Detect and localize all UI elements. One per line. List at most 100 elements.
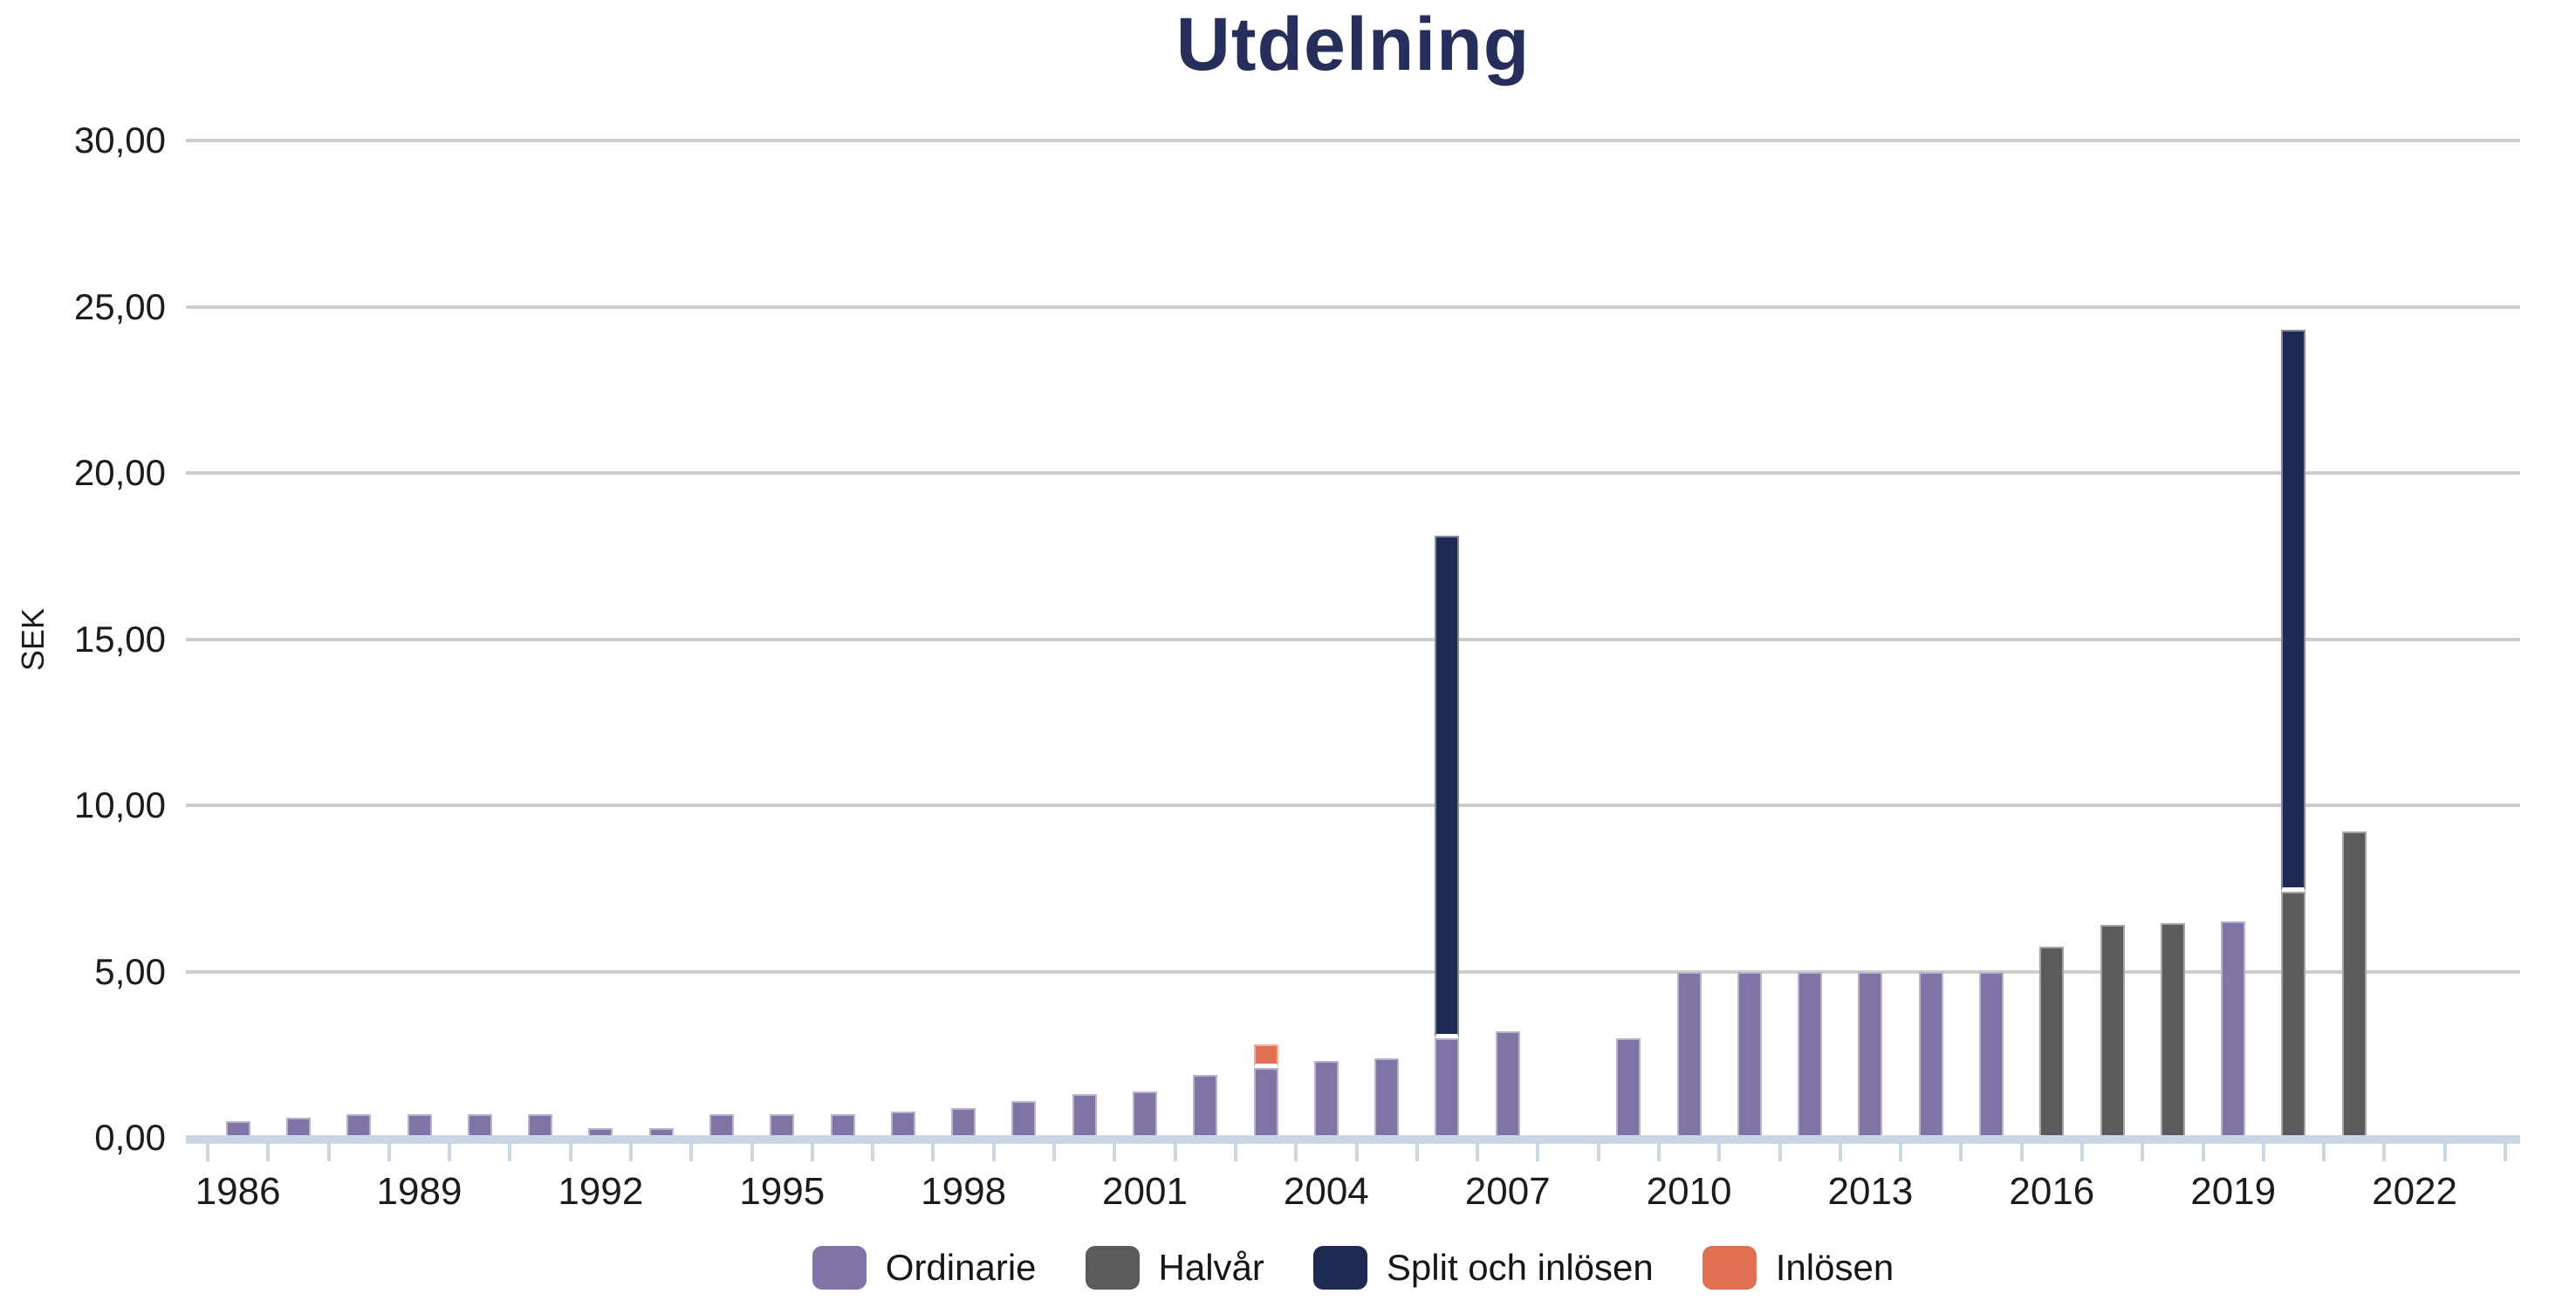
x-axis-tick xyxy=(1294,1144,1298,1161)
gridline-20 xyxy=(186,471,2520,475)
x-axis-tick xyxy=(206,1144,209,1161)
x-axis-tick xyxy=(508,1144,512,1161)
x-axis-tick-label: 1995 xyxy=(739,1170,826,1213)
legend-swatch-halv-r xyxy=(1085,1246,1140,1290)
x-axis-tick-label: 2004 xyxy=(1283,1170,1369,1213)
legend-item-inl-sen: Inlösen xyxy=(1702,1246,1894,1290)
bar-1999-ordinarie xyxy=(1011,1101,1037,1138)
legend-swatch-split-och-inl-sen xyxy=(1312,1246,1367,1290)
x-axis-tick xyxy=(991,1144,996,1161)
y-axis-tick-label: 30,00 xyxy=(73,120,166,161)
bar-1988-ordinarie xyxy=(346,1114,372,1138)
x-axis-tick xyxy=(2201,1144,2205,1161)
x-axis-tick xyxy=(1596,1144,1600,1161)
legend: Ordinarie Halvår Split och inlösen Inlösen xyxy=(186,1246,2520,1290)
bar-2004-ordinarie xyxy=(1313,1061,1339,1138)
bar-2003-inl-sen xyxy=(1253,1044,1278,1068)
x-axis-tick xyxy=(326,1144,331,1161)
bar-1998-ordinarie xyxy=(951,1107,976,1138)
bar-2011-ordinarie xyxy=(1737,971,1762,1138)
bar-2013-ordinarie xyxy=(1858,971,1883,1138)
bar-2002-ordinarie xyxy=(1193,1074,1218,1138)
x-axis-tick xyxy=(266,1144,271,1161)
x-axis-tick xyxy=(448,1144,452,1161)
x-axis-tick xyxy=(1899,1144,1903,1161)
bar-2006-split-och-inl-sen xyxy=(1435,536,1460,1038)
x-axis-tick-label: 2019 xyxy=(2190,1170,2277,1213)
x-axis-tick xyxy=(931,1144,935,1161)
x-axis-tick xyxy=(2261,1144,2265,1161)
bar-2001-ordinarie xyxy=(1132,1091,1157,1138)
x-axis-tick xyxy=(2504,1144,2507,1161)
x-axis-tick xyxy=(1959,1144,1963,1161)
gridline-25 xyxy=(186,305,2520,309)
bar-2015-ordinarie xyxy=(1979,971,2004,1138)
x-axis-tick xyxy=(629,1144,634,1161)
bar-2018-halv-r xyxy=(2160,923,2185,1138)
x-axis-tick xyxy=(1415,1144,1419,1161)
x-axis-tick-label: 2022 xyxy=(2372,1170,2457,1213)
x-axis-tick xyxy=(2442,1144,2447,1161)
x-axis-tick xyxy=(1354,1144,1359,1161)
x-axis-tick xyxy=(1233,1144,1237,1161)
x-axis-tick xyxy=(1717,1144,1722,1161)
legend-swatch-ordinarie xyxy=(812,1246,867,1290)
bar-2000-ordinarie xyxy=(1072,1094,1097,1138)
x-axis-tick xyxy=(1838,1144,1842,1161)
x-axis-tick xyxy=(1113,1144,1117,1161)
bar-1991-ordinarie xyxy=(528,1114,553,1138)
bar-2019-ordinarie xyxy=(2221,921,2246,1138)
x-axis-tick xyxy=(689,1144,694,1161)
x-axis-tick xyxy=(568,1144,572,1161)
legend-item-halv-r: Halvår xyxy=(1085,1246,1264,1290)
legend-item-ordinarie: Ordinarie xyxy=(812,1246,1037,1290)
x-axis-tick xyxy=(2079,1144,2084,1161)
bar-1997-ordinarie xyxy=(890,1111,915,1138)
bar-2014-ordinarie xyxy=(1918,971,1943,1138)
bar-2017-halv-r xyxy=(2100,925,2125,1138)
bar-2021-halv-r xyxy=(2341,832,2367,1138)
x-axis-tick xyxy=(1476,1144,1480,1161)
gridline-10 xyxy=(186,804,2520,807)
bar-1995-ordinarie xyxy=(770,1114,795,1138)
x-axis-tick xyxy=(1052,1144,1057,1161)
chart-title: Utdelning xyxy=(1175,3,1531,86)
x-axis-tick-label: 1989 xyxy=(376,1170,462,1213)
x-axis-line xyxy=(186,1135,2520,1144)
bar-2016-halv-r xyxy=(2039,946,2065,1138)
legend-label-halv-r: Halvår xyxy=(1158,1247,1264,1288)
bar-2020-split-och-inl-sen xyxy=(2281,330,2306,893)
bar-2007-ordinarie xyxy=(1495,1031,1520,1138)
legend-item-split-och-inl-sen: Split och inlösen xyxy=(1312,1246,1654,1290)
bar-1989-ordinarie xyxy=(407,1114,432,1138)
bar-2005-ordinarie xyxy=(1374,1057,1400,1138)
x-axis-tick-label: 1986 xyxy=(195,1170,281,1213)
bar-1990-ordinarie xyxy=(467,1114,492,1138)
x-axis-tick-label: 2016 xyxy=(2009,1170,2095,1213)
x-axis-tick xyxy=(871,1144,875,1161)
bar-1996-ordinarie xyxy=(830,1114,855,1138)
x-axis-tick xyxy=(810,1144,814,1161)
bar-2010-ordinarie xyxy=(1676,971,1702,1138)
gridline-30 xyxy=(186,139,2520,142)
x-axis-tick-label: 2013 xyxy=(1827,1170,1914,1213)
x-axis-tick xyxy=(2141,1144,2145,1161)
gridline-5 xyxy=(186,969,2520,974)
legend-swatch-inl-sen xyxy=(1702,1246,1757,1290)
x-axis-tick xyxy=(750,1144,754,1161)
bar-1994-ordinarie xyxy=(709,1114,734,1138)
y-axis-tick-label: 5,00 xyxy=(94,950,166,992)
y-axis-tick-label: 25,00 xyxy=(73,285,166,327)
y-axis-tick-label: 20,00 xyxy=(73,452,166,493)
x-axis-tick xyxy=(2019,1144,2024,1161)
x-axis-tick-label: 2007 xyxy=(1464,1170,1551,1213)
bar-2020-halv-r xyxy=(2281,892,2306,1138)
x-axis-tick-label: 2010 xyxy=(1646,1170,1732,1213)
x-axis-tick-label: 1992 xyxy=(558,1170,644,1213)
x-axis-tick-label: 2001 xyxy=(1102,1170,1188,1213)
x-axis-tick xyxy=(2382,1144,2387,1161)
y-axis-tick-label: 10,00 xyxy=(73,784,166,825)
bar-2006-ordinarie xyxy=(1435,1037,1460,1138)
x-axis-tick xyxy=(1778,1144,1782,1161)
